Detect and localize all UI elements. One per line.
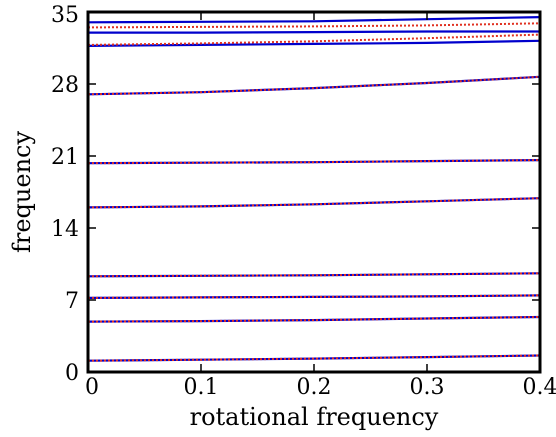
series-line-dotted-1 — [87, 354, 541, 362]
series-line-solid-14 — [87, 39, 541, 47]
tick-layer: 0 0.1 0.2 0.3 0.4 0 7 14 21 28 35 — [51, 3, 556, 400]
series-line-dotted-3 — [87, 316, 541, 323]
series-layer — [87, 16, 541, 362]
y-tick-label-2: 14 — [51, 217, 79, 242]
y-tick-label-5: 35 — [51, 3, 79, 28]
x-tick-label-4: 0.4 — [523, 375, 556, 400]
series-line-dotted-15 — [87, 33, 541, 46]
y-tick-label-1: 7 — [65, 289, 79, 314]
x-tick-label-3: 0.3 — [410, 375, 445, 400]
series-line-solid-17 — [88, 30, 540, 34]
y-tick-label-3: 21 — [51, 145, 79, 170]
y-axis-label: frequency — [8, 131, 36, 253]
x-tick-label-2: 0.2 — [297, 375, 332, 400]
series-line-solid-12 — [87, 75, 541, 96]
x-tick-label-0: 0 — [85, 375, 99, 400]
series-line-solid-18 — [87, 16, 541, 24]
x-axis-label: rotational frequency — [190, 403, 439, 431]
y-tick-label-4: 28 — [51, 73, 79, 98]
y-tick-label-0: 0 — [65, 361, 79, 386]
series-line-dotted-16 — [87, 22, 541, 29]
series-line-dotted-5 — [87, 294, 541, 299]
series-line-dotted-7 — [87, 272, 541, 278]
x-tick-label-1: 0.1 — [184, 375, 219, 400]
series-line-dotted-11 — [87, 159, 541, 165]
series-line-dotted-9 — [87, 197, 541, 209]
series-line-dotted-13 — [87, 75, 541, 96]
